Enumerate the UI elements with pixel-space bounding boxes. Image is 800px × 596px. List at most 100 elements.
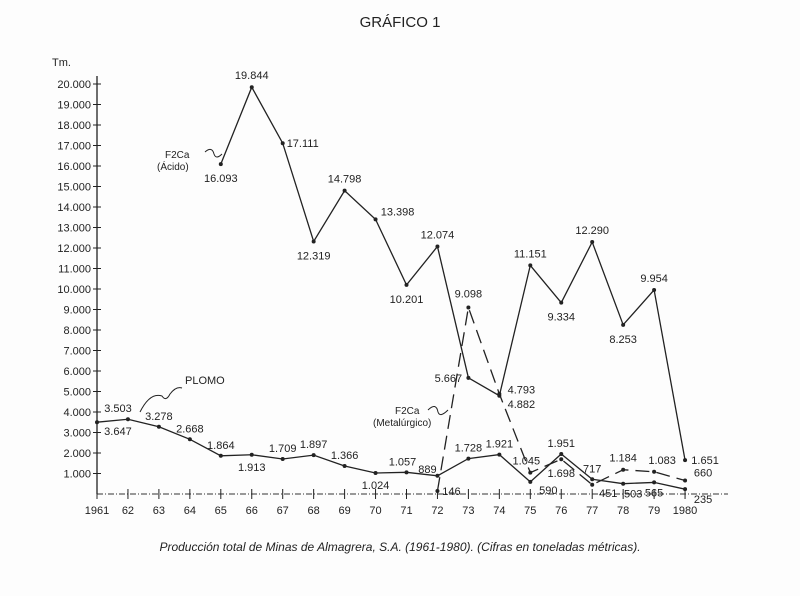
data-point	[342, 463, 347, 468]
data-label: 1.864	[207, 440, 235, 452]
data-label: 16.093	[204, 173, 238, 185]
data-point	[683, 478, 688, 483]
data-point	[559, 452, 564, 457]
legend-plomo: PLOMO	[185, 375, 225, 387]
y-tick-label: 8.000	[63, 325, 91, 337]
x-tick-label: 74	[493, 505, 505, 517]
data-label: 9.098	[455, 288, 483, 300]
data-point	[373, 471, 378, 476]
data-label: 660	[694, 467, 712, 479]
data-point	[404, 282, 409, 287]
y-tick-label: 5.000	[63, 387, 91, 399]
x-tick-label: 66	[246, 505, 258, 517]
data-point	[218, 453, 223, 458]
data-label: 9.334	[547, 312, 575, 324]
data-point	[404, 470, 409, 475]
data-label: 1.024	[362, 480, 390, 492]
series-line-0	[96, 418, 686, 490]
x-tick-label: 64	[184, 505, 196, 517]
y-tick-label: 7.000	[63, 346, 91, 358]
data-label: 889	[418, 464, 436, 476]
x-tick-label: 65	[215, 505, 227, 517]
y-tick-label: 9.000	[63, 305, 91, 317]
data-point	[559, 300, 564, 305]
legend-acido-line1: F2Ca	[165, 150, 190, 161]
data-point	[311, 239, 316, 244]
x-tick-label: 75	[524, 505, 536, 517]
data-point	[528, 479, 533, 484]
data-point	[218, 162, 223, 167]
data-label: 4.882	[508, 399, 536, 411]
x-tick-label: 1961	[85, 505, 109, 517]
data-point	[528, 263, 533, 268]
legend-metalurgico-line2: (Metalúrgico)	[373, 418, 431, 429]
data-point	[466, 375, 471, 380]
data-point	[435, 489, 440, 494]
data-label: 11.151	[514, 248, 547, 260]
y-tick-label: 4.000	[63, 407, 91, 419]
data-label: 1.057	[389, 456, 417, 468]
data-label: 1.651	[691, 455, 719, 467]
y-tick-label: 13.000	[57, 223, 91, 235]
data-point	[683, 458, 688, 463]
x-tick-label: 62	[122, 505, 134, 517]
data-label: 3.278	[145, 411, 173, 423]
x-tick-label: 68	[308, 505, 320, 517]
y-tick-label: 3.000	[63, 428, 91, 440]
data-label: 19.844	[235, 70, 269, 82]
data-label: 12.074	[421, 229, 455, 241]
data-label: 13.398	[381, 206, 415, 218]
data-point	[373, 217, 378, 222]
x-tick-label: 71	[400, 505, 412, 517]
data-point	[125, 417, 130, 422]
data-label: 235	[694, 494, 712, 506]
x-tick-label: 69	[338, 505, 350, 517]
data-label: 12.319	[297, 250, 331, 262]
y-tick-label: 15.000	[57, 182, 91, 194]
data-label: 146	[442, 486, 460, 498]
x-tick-label: 79	[648, 505, 660, 517]
data-label: 717	[583, 463, 601, 475]
data-label: 4.793	[508, 385, 536, 397]
series-line-1	[220, 85, 686, 461]
data-label: 14.798	[328, 174, 362, 186]
data-point	[621, 467, 626, 472]
y-axis-label: Tm.	[52, 57, 71, 69]
y-tick-label: 17.000	[57, 141, 91, 153]
chart-caption: Producción total de Minas de Almagrera, …	[159, 540, 640, 554]
x-tick-label: 1980	[673, 505, 697, 517]
legend-metalurgico-line1: F2Ca	[395, 406, 420, 417]
y-tick-label: 18.000	[57, 120, 91, 132]
data-label: 503	[624, 489, 642, 501]
legend-acido-line2: (Ácido)	[157, 160, 189, 173]
y-tick-label: 20.000	[57, 79, 91, 91]
data-label: 12.290	[575, 225, 609, 237]
data-point	[497, 452, 502, 457]
arrow-icon	[139, 387, 183, 413]
data-label: 1.366	[331, 450, 359, 462]
data-label: 1.698	[547, 468, 575, 480]
data-label: 9.954	[640, 273, 668, 285]
y-tick-label: 12.000	[57, 243, 91, 255]
data-label: 5.667	[435, 373, 463, 385]
data-point	[652, 287, 657, 292]
data-point	[280, 456, 285, 461]
x-tick-label: 72	[431, 505, 443, 517]
y-tick-label: 6.000	[63, 366, 91, 378]
data-point	[590, 477, 595, 482]
data-point	[559, 457, 564, 462]
data-point	[652, 480, 657, 485]
data-label: 1.045	[513, 456, 541, 468]
data-label: 451	[599, 488, 617, 500]
data-point	[590, 240, 595, 245]
x-tick-label: 76	[555, 505, 567, 517]
data-label: 8.253	[609, 334, 637, 346]
series-line-2	[436, 304, 686, 492]
data-label: 1.709	[269, 443, 297, 455]
data-point	[156, 424, 161, 429]
data-label: 1.728	[455, 443, 483, 455]
data-point	[187, 437, 192, 442]
x-tick-label: 77	[586, 505, 598, 517]
